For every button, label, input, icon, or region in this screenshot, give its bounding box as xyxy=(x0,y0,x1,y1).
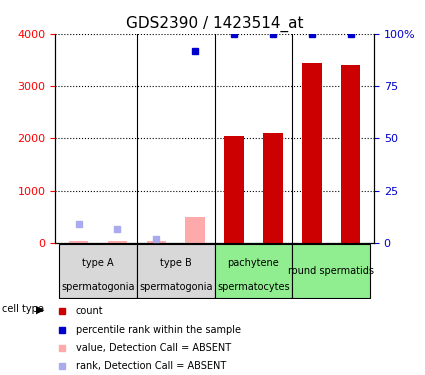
Text: round spermatids: round spermatids xyxy=(288,266,374,276)
Bar xyxy=(302,63,322,243)
Bar xyxy=(147,240,166,243)
Text: rank, Detection Call = ABSENT: rank, Detection Call = ABSENT xyxy=(76,361,226,371)
Text: value, Detection Call = ABSENT: value, Detection Call = ABSENT xyxy=(76,343,231,353)
Text: spermatocytes: spermatocytes xyxy=(217,282,290,291)
Text: cell type: cell type xyxy=(2,304,44,314)
Bar xyxy=(185,217,205,243)
FancyBboxPatch shape xyxy=(59,244,137,298)
Text: type A: type A xyxy=(82,258,114,268)
Title: GDS2390 / 1423514_at: GDS2390 / 1423514_at xyxy=(126,16,303,32)
Bar xyxy=(263,133,283,243)
FancyBboxPatch shape xyxy=(292,244,370,298)
Bar xyxy=(69,240,88,243)
Text: ▶: ▶ xyxy=(36,304,45,314)
Text: percentile rank within the sample: percentile rank within the sample xyxy=(76,325,241,335)
Bar xyxy=(108,240,127,243)
Text: spermatogonia: spermatogonia xyxy=(61,282,135,291)
Text: spermatogonia: spermatogonia xyxy=(139,282,212,291)
Text: pachytene: pachytene xyxy=(228,258,279,268)
FancyBboxPatch shape xyxy=(137,244,215,298)
Text: count: count xyxy=(76,306,104,316)
Bar xyxy=(341,65,360,243)
FancyBboxPatch shape xyxy=(215,244,292,298)
Bar xyxy=(224,136,244,243)
Text: type B: type B xyxy=(160,258,192,268)
